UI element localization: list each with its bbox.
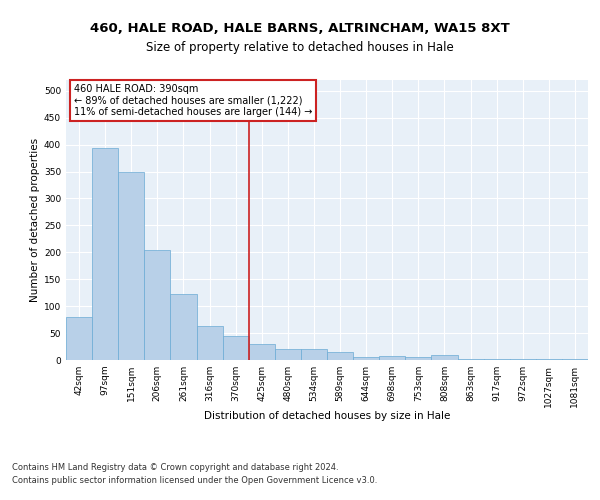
- Bar: [379, 356, 406, 360]
- Bar: [458, 359, 484, 360]
- Bar: [118, 172, 145, 360]
- Bar: [223, 336, 249, 360]
- Bar: [66, 317, 92, 360]
- Bar: [431, 355, 458, 360]
- Bar: [301, 348, 327, 360]
- Bar: [197, 326, 223, 360]
- Bar: [145, 250, 170, 360]
- Bar: [327, 352, 353, 360]
- Bar: [92, 148, 118, 360]
- Text: Contains HM Land Registry data © Crown copyright and database right 2024.: Contains HM Land Registry data © Crown c…: [12, 464, 338, 472]
- Bar: [406, 357, 431, 360]
- Text: 460, HALE ROAD, HALE BARNS, ALTRINCHAM, WA15 8XT: 460, HALE ROAD, HALE BARNS, ALTRINCHAM, …: [90, 22, 510, 36]
- X-axis label: Distribution of detached houses by size in Hale: Distribution of detached houses by size …: [204, 411, 450, 421]
- Bar: [249, 344, 275, 360]
- Bar: [275, 348, 301, 360]
- Bar: [353, 357, 379, 360]
- Text: 460 HALE ROAD: 390sqm
← 89% of detached houses are smaller (1,222)
11% of semi-d: 460 HALE ROAD: 390sqm ← 89% of detached …: [74, 84, 312, 117]
- Y-axis label: Number of detached properties: Number of detached properties: [30, 138, 40, 302]
- Bar: [170, 294, 197, 360]
- Text: Contains public sector information licensed under the Open Government Licence v3: Contains public sector information licen…: [12, 476, 377, 485]
- Text: Size of property relative to detached houses in Hale: Size of property relative to detached ho…: [146, 41, 454, 54]
